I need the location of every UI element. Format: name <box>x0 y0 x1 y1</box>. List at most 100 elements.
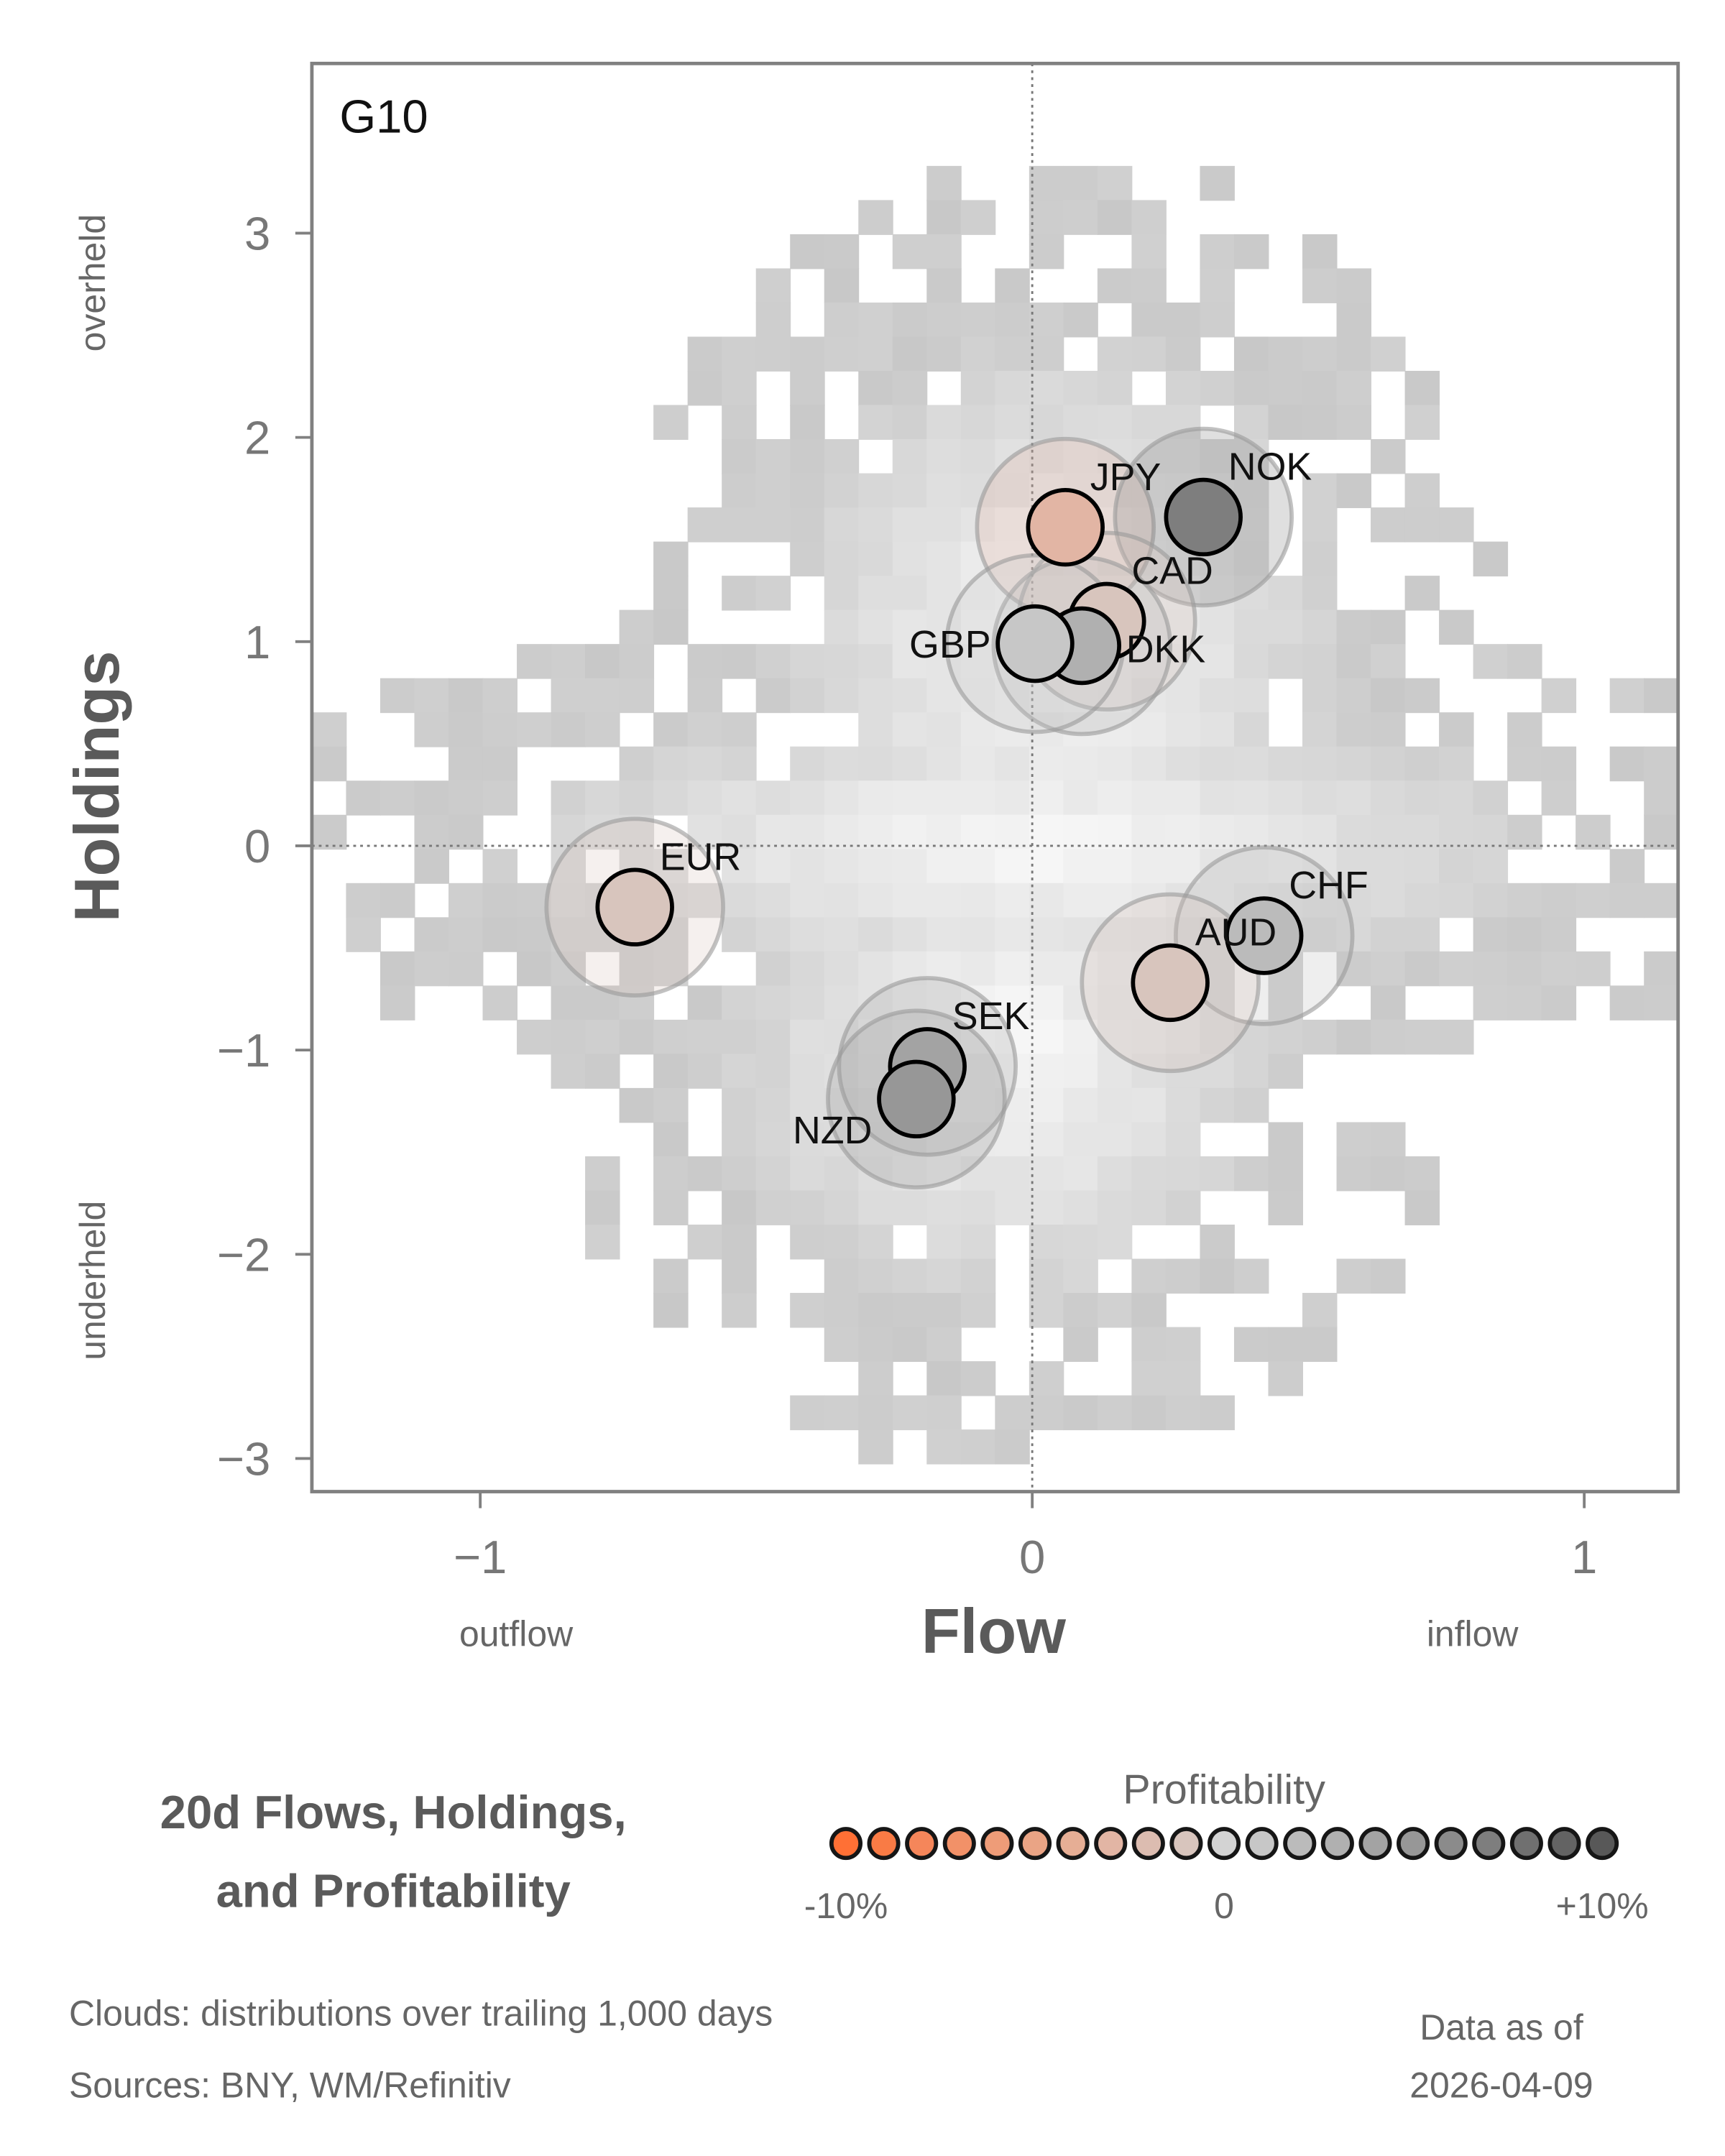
cloud-cell <box>1029 336 1064 372</box>
cloud-cell <box>619 746 655 782</box>
cloud-cell <box>1233 473 1269 509</box>
cloud-cell <box>995 473 1030 509</box>
cloud-cell <box>722 917 757 952</box>
footnote-clouds: Clouds: distributions over trailing 1,00… <box>69 1994 773 2034</box>
cloud-cell <box>892 1258 928 1294</box>
cloud-cell <box>755 336 791 372</box>
cloud-cell <box>722 1122 757 1157</box>
cloud-cell <box>1473 541 1509 577</box>
cloud-cell <box>585 712 620 747</box>
cloud-cell <box>1131 1327 1167 1363</box>
cloud-cell <box>1336 883 1371 918</box>
cloud-cell <box>790 1087 825 1123</box>
cloud-cell <box>1131 644 1167 679</box>
cloud-cell <box>448 917 484 952</box>
cloud-cell <box>824 1293 860 1328</box>
cloud-cell <box>824 849 860 884</box>
cloud-cell <box>824 1258 860 1294</box>
cloud-cell <box>1131 1122 1167 1157</box>
cloud-cell <box>926 439 962 474</box>
cloud-cell <box>722 814 757 850</box>
cloud-cell <box>1439 712 1474 747</box>
y-tick-label: −2 <box>217 1228 270 1281</box>
cloud-cell <box>824 609 860 645</box>
point-chf <box>1225 896 1304 975</box>
cloud-cell <box>448 712 484 747</box>
cloud-cell <box>653 746 689 782</box>
cloud-cell <box>755 576 791 611</box>
cloud-cell <box>1507 951 1542 987</box>
cloud-cell <box>1609 678 1645 714</box>
cloud-cell <box>1165 302 1201 338</box>
cloud-cell <box>824 507 860 543</box>
cloud-cell <box>1233 1087 1269 1123</box>
cloud-cell <box>790 678 825 714</box>
cloud-cell <box>1336 814 1371 850</box>
cloud-cell <box>1131 814 1167 850</box>
cloud-cell <box>926 234 962 270</box>
cloud-cell <box>960 883 996 918</box>
cloud-cell <box>1302 644 1338 679</box>
cloud-cell <box>1644 678 1678 714</box>
cloud-cell <box>551 712 586 747</box>
legend-swatch <box>1245 1827 1279 1861</box>
cloud-cell <box>755 951 791 987</box>
cloud-cell <box>892 644 928 679</box>
cloud-cell <box>1371 336 1406 372</box>
cloud-cell <box>926 883 962 918</box>
legend-swatch <box>829 1827 862 1861</box>
cloud-cell <box>311 712 347 747</box>
cloud-cell <box>1576 883 1611 918</box>
cloud-cell <box>926 849 962 884</box>
cloud-cell <box>1576 951 1611 987</box>
cloud-cell <box>1371 746 1406 782</box>
cloud-cell <box>824 541 860 577</box>
cloud-cell <box>790 1054 825 1089</box>
cloud-cell <box>892 439 928 474</box>
cloud-cell <box>722 1190 757 1225</box>
cloud-cell <box>1268 1122 1303 1157</box>
cloud-cell <box>482 985 518 1021</box>
y-tick-label: 0 <box>244 820 270 872</box>
legend-swatch <box>1320 1827 1354 1861</box>
cloud-cell <box>755 507 791 543</box>
cloud-cell <box>1233 541 1269 577</box>
cloud-cell <box>687 1156 723 1192</box>
cloud-cell <box>346 883 381 918</box>
cloud-cell <box>926 302 962 338</box>
cloud-cell <box>1097 849 1133 884</box>
cloud-cell <box>1371 883 1406 918</box>
cloud-cell <box>1200 268 1235 303</box>
cloud-cell <box>1302 883 1338 918</box>
cloud-cell <box>995 746 1030 782</box>
cloud-cell <box>824 883 860 918</box>
cloud-cell <box>824 644 860 679</box>
cloud-cell <box>1268 609 1303 645</box>
cloud-cell <box>414 780 449 816</box>
x-tick-label: 1 <box>1571 1531 1597 1583</box>
chart-title-line1: 20d Flows, Holdings, <box>160 1786 627 1838</box>
cloud-cell <box>1404 780 1440 816</box>
cloud-cell <box>1336 371 1371 406</box>
cloud-cell <box>1507 644 1542 679</box>
cloud-cell <box>687 507 723 543</box>
cloud-cell <box>1404 576 1440 611</box>
panel-label: G10 <box>339 90 428 142</box>
cloud-cell <box>1029 165 1064 201</box>
cloud-cell <box>995 1156 1030 1192</box>
cloud-cell <box>995 302 1030 338</box>
cloud-cell <box>892 507 928 543</box>
cloud-cell <box>858 336 893 372</box>
cloud-cell <box>755 1156 791 1192</box>
cloud-cell <box>1063 1225 1098 1260</box>
cloud-cell <box>1336 849 1371 884</box>
point-labels: JPY NOK CAD DKK GBP EUR CHF AUD SEK NZD <box>660 446 1368 1152</box>
cloud-cell <box>1029 1156 1064 1192</box>
cloud-cell <box>653 712 689 747</box>
point-label-cad: CAD <box>1131 550 1213 593</box>
cloud-cell <box>1131 234 1167 270</box>
cloud-cell <box>960 644 996 679</box>
cloud-cell <box>1165 371 1201 406</box>
cloud-cell <box>1541 883 1577 918</box>
cloud-cell <box>926 507 962 543</box>
